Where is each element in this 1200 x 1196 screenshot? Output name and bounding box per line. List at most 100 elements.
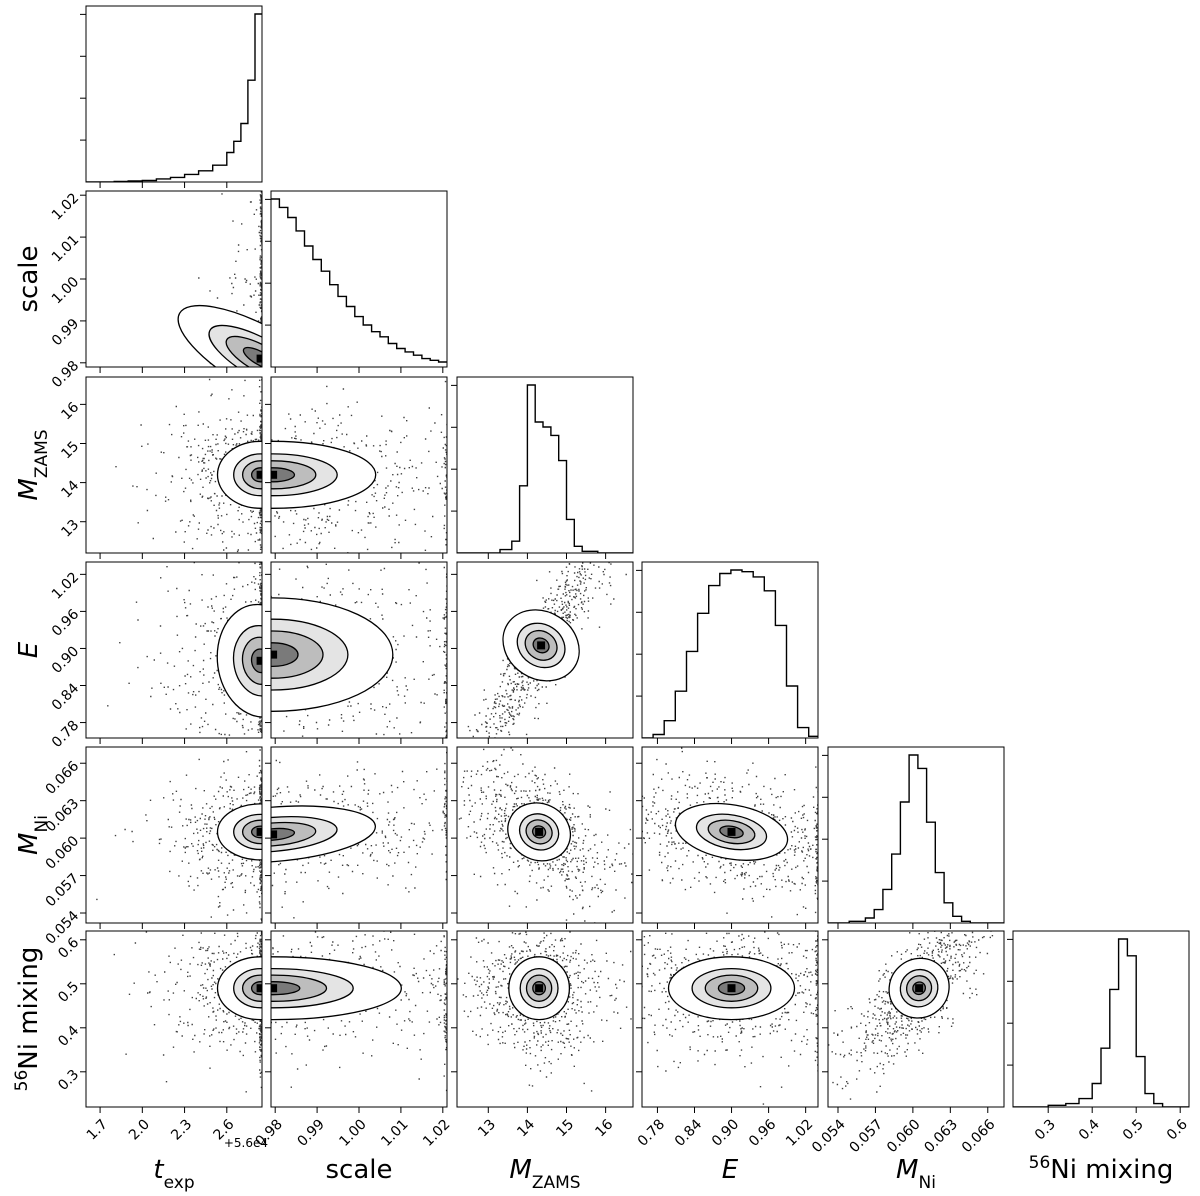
x-tick-label-mix: 0.6 (1164, 1116, 1191, 1143)
x-axis-label-texp: texp (153, 1155, 194, 1193)
x-axis-label-mix: 56Ni mixing (1029, 1153, 1174, 1185)
density-peak (535, 827, 544, 836)
label-rest: Ni mixing (14, 947, 44, 1070)
panel-texp-vs-scale (177, 191, 262, 367)
panel-scale-vs-mix (271, 931, 447, 1092)
panel-scale-vs-mni (271, 751, 447, 919)
label-subscript: Ni (32, 815, 52, 832)
scatter-points (458, 747, 633, 923)
x-tick-label-mni: 0.060 (884, 1116, 924, 1156)
label-superscript: 56 (1029, 1153, 1051, 1173)
label-main: t (153, 1155, 164, 1185)
density-contour-3 (271, 642, 299, 668)
scatter-points (271, 380, 447, 553)
panel-texp-vs-mzams (115, 378, 262, 553)
x-tick-label-scale: 1.02 (420, 1116, 453, 1149)
x-tick-label-mix: 0.3 (1032, 1116, 1059, 1143)
x-tick-label-mzams: 15 (553, 1116, 577, 1140)
y-tick-label-scale: 1.02 (49, 190, 82, 223)
label-subscript: ZAMS (32, 429, 52, 478)
label-main: M (896, 1155, 918, 1185)
histogram-line-E (642, 569, 818, 738)
x-tick-label-scale: 0.98 (253, 1116, 286, 1149)
density-peak (915, 984, 924, 993)
histogram-scale (271, 198, 447, 363)
panel-texp-vs-E (107, 562, 262, 736)
density-peak (256, 470, 262, 479)
y-axis-label-mzams: MZAMS (14, 429, 52, 500)
x-tick-label-mni: 0.066 (959, 1116, 999, 1156)
y-tick-label-mix: 0.5 (55, 979, 82, 1006)
y-tick-label-mzams: 15 (58, 438, 82, 462)
histogram-mni (828, 754, 1004, 923)
histogram-mix (1013, 938, 1189, 1107)
x-tick-label-scale: 0.99 (294, 1116, 327, 1149)
panel-mzams-vs-E (467, 562, 627, 738)
panel-frame (827, 746, 1005, 924)
y-tick-label-scale: 1.01 (49, 232, 82, 265)
panel-frame (456, 561, 634, 739)
panel-frame (85, 376, 263, 554)
label-rest: Ni mixing (1050, 1155, 1173, 1185)
x-offset-label-texp: +5.6e4 (224, 1136, 268, 1150)
density-peak (271, 984, 278, 993)
panel-frame (641, 746, 819, 924)
histogram-line-mzams (457, 384, 633, 553)
x-tick-label-mni: 0.063 (921, 1116, 961, 1156)
histogram-mzams (457, 384, 633, 553)
x-tick-label-E: 0.84 (672, 1116, 705, 1149)
y-tick-label-E: 0.78 (49, 718, 82, 751)
x-tick-label-scale: 1.00 (336, 1116, 369, 1149)
x-tick-label-E: 0.78 (635, 1116, 668, 1149)
label-subscript: exp (164, 1173, 195, 1193)
y-tick-label-scale: 0.99 (49, 316, 82, 349)
label-main: E (722, 1155, 739, 1185)
x-tick-label-mix: 0.5 (1120, 1116, 1147, 1143)
y-tick-label-scale: 0.98 (49, 358, 82, 391)
x-tick-label-texp: 1.7 (84, 1116, 111, 1143)
y-tick-label-mzams: 13 (58, 517, 82, 541)
panel-scale-vs-E (271, 562, 447, 738)
panel-mzams-vs-mix (457, 931, 633, 1092)
x-tick-label-mni: 0.057 (847, 1116, 887, 1156)
x-tick-label-mzams: 14 (514, 1116, 538, 1140)
x-axis-label-scale: scale (326, 1155, 393, 1185)
panel-texp-vs-mni (96, 749, 262, 922)
y-tick-label-E: 0.96 (49, 606, 82, 639)
x-tick-label-scale: 1.01 (378, 1116, 411, 1149)
density-peak (727, 984, 736, 993)
panel-E-vs-mix (642, 931, 818, 1105)
panel-E-vs-mni (642, 747, 818, 918)
corner-panels (80, 5, 1190, 1113)
histogram-line-texp (86, 13, 262, 182)
y-axis-label-E: E (14, 641, 44, 658)
y-tick-label-mni: 0.066 (43, 758, 83, 798)
y-tick-label-mzams: 16 (58, 399, 82, 423)
label-main: E (14, 641, 44, 658)
y-tick-label-E: 0.84 (49, 680, 82, 713)
y-tick-label-mni: 0.060 (43, 833, 83, 873)
y-tick-label-mzams: 14 (58, 478, 82, 502)
y-tick-label-E: 1.02 (49, 569, 82, 602)
density-peak (727, 827, 736, 836)
histogram-line-scale (271, 198, 447, 363)
x-axis-label-E: E (722, 1155, 739, 1185)
density-peak (271, 830, 278, 839)
y-tick-label-mni: 0.057 (43, 871, 83, 911)
label-main: M (14, 478, 44, 500)
histogram-E (642, 569, 818, 738)
density-contour-3 (271, 981, 301, 996)
histogram-line-mix (1013, 938, 1189, 1107)
y-tick-label-mix: 0.3 (55, 1067, 82, 1094)
panel-texp-vs-mix (113, 931, 262, 1093)
panel-mzams-vs-mni (458, 747, 633, 923)
label-main: M (14, 833, 44, 855)
density-peak (256, 656, 262, 665)
y-tick-label-mix: 0.4 (55, 1023, 82, 1050)
panel-frame (641, 930, 819, 1108)
histogram-line-mni (828, 754, 1004, 923)
x-tick-label-mix: 0.4 (1076, 1116, 1103, 1143)
y-axis-label-scale: scale (14, 246, 44, 313)
label-subscript: ZAMS (532, 1173, 581, 1193)
label-subscript: Ni (918, 1173, 935, 1193)
